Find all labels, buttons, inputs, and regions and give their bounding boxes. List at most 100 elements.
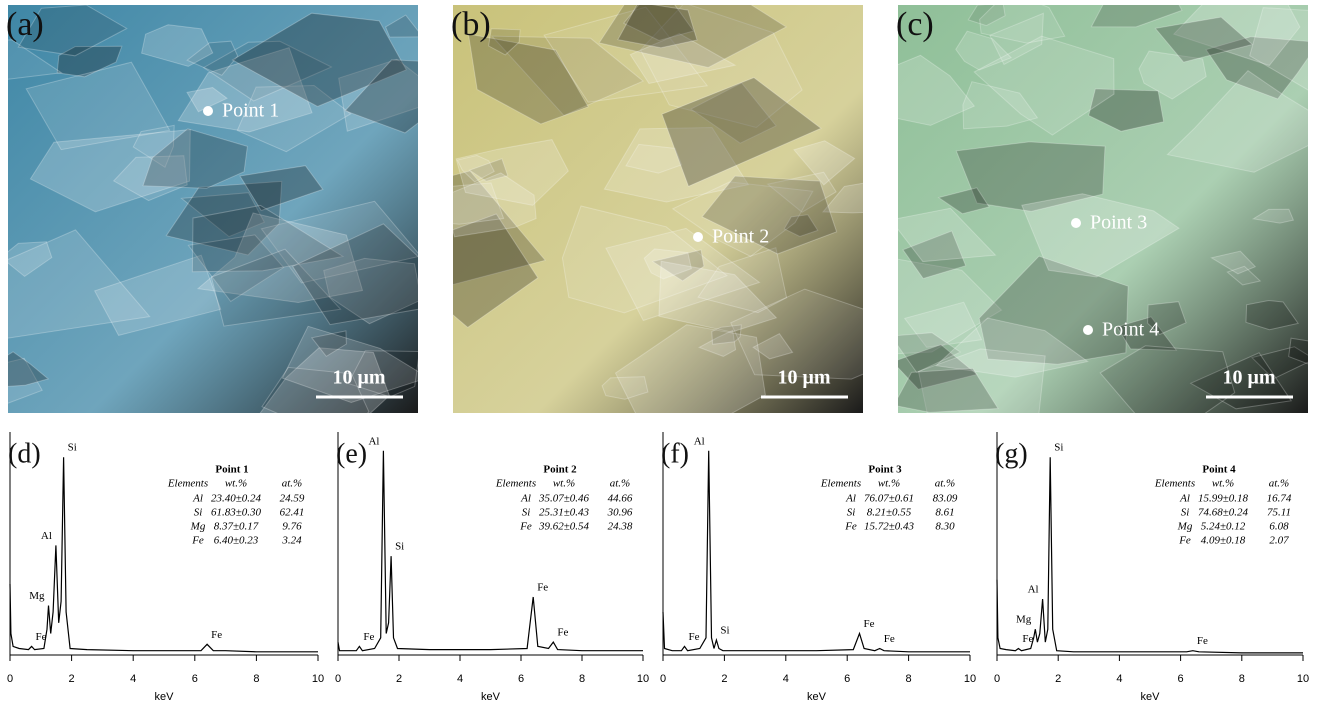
x-tick-label: 10 — [1297, 673, 1309, 685]
spectrum-line — [338, 451, 643, 651]
point-marker — [203, 106, 213, 116]
peak-label: Fe — [863, 618, 874, 630]
table-cell: 8.37±0.17 — [214, 521, 259, 533]
panel-label: (f) — [661, 438, 689, 469]
table-cell: Fe — [844, 521, 857, 533]
table-cell: Fe — [191, 535, 204, 547]
peak-label: Fe — [363, 631, 374, 643]
scale-bar-label: 10 μm — [1223, 367, 1276, 389]
table-cell: 3.24 — [281, 535, 302, 547]
x-tick-label: 10 — [637, 673, 649, 685]
table-header: Elements — [820, 478, 861, 490]
panel-label: (d) — [8, 438, 41, 469]
x-tick-label: 4 — [1116, 673, 1122, 685]
table-title: Point 1 — [215, 464, 248, 476]
peak-label: Mg — [29, 590, 45, 602]
table-cell: Mg — [190, 521, 206, 533]
x-tick-label: 2 — [721, 673, 727, 685]
peak-label: Fe — [884, 633, 895, 645]
x-tick-label: 0 — [994, 673, 1000, 685]
x-tick-label: 8 — [1239, 673, 1245, 685]
peak-label: Si — [720, 624, 729, 636]
x-tick-label: 0 — [660, 673, 666, 685]
peak-label: Fe — [688, 631, 699, 643]
table-header: at.% — [282, 478, 302, 490]
x-tick-label: 10 — [312, 673, 324, 685]
table-cell: Al — [1179, 493, 1190, 505]
table-title: Point 4 — [1202, 464, 1236, 476]
peak-label: Al — [41, 530, 52, 542]
spectrum-line — [663, 451, 970, 652]
table-cell: 8.61 — [935, 507, 954, 519]
table-cell: Al — [845, 493, 856, 505]
x-tick-label: 4 — [130, 673, 136, 685]
peak-label: Fe — [211, 629, 222, 641]
peak-label: Al — [1028, 584, 1039, 596]
table-header: wt.% — [878, 478, 900, 490]
x-axis-label: keV — [807, 691, 827, 703]
x-tick-label: 6 — [1178, 673, 1184, 685]
table-cell: 9.76 — [282, 521, 302, 533]
table-cell: 23.40±0.24 — [211, 493, 262, 505]
table-header: Elements — [167, 478, 208, 490]
table-header: wt.% — [553, 478, 575, 490]
peak-label: Si — [395, 541, 404, 553]
table-cell: Si — [194, 507, 203, 519]
table-cell: 15.99±0.18 — [1198, 493, 1249, 505]
table-cell: 35.07±0.46 — [538, 493, 590, 505]
x-tick-label: 4 — [457, 673, 463, 685]
table-cell: 6.40±0.23 — [214, 535, 259, 547]
x-tick-label: 2 — [1055, 673, 1061, 685]
panel-label: (c) — [896, 6, 934, 43]
table-header: wt.% — [1212, 478, 1234, 490]
scale-bar-label: 10 μm — [778, 367, 831, 389]
point-label: Point 1 — [222, 100, 279, 122]
peak-label: Al — [368, 435, 379, 447]
table-cell: 44.66 — [608, 493, 633, 505]
table-cell: 24.38 — [608, 521, 633, 533]
table-cell: 8.21±0.55 — [867, 507, 912, 519]
spectrum-line — [997, 457, 1303, 653]
table-header: Elements — [1154, 478, 1195, 490]
x-tick-label: 2 — [69, 673, 75, 685]
x-tick-label: 6 — [844, 673, 850, 685]
x-axis-label: keV — [1141, 691, 1161, 703]
table-cell: 8.30 — [935, 521, 955, 533]
table-cell: 15.72±0.43 — [864, 521, 915, 533]
table-cell: 16.74 — [1267, 493, 1292, 505]
table-title: Point 2 — [543, 464, 577, 476]
panel-label: (b) — [451, 6, 491, 43]
table-header: wt.% — [225, 478, 247, 490]
peak-label: Al — [694, 435, 705, 447]
x-tick-label: 0 — [7, 673, 13, 685]
table-cell: Fe — [1178, 535, 1191, 547]
table-header: at.% — [1269, 478, 1289, 490]
table-cell: 5.24±0.12 — [1201, 521, 1246, 533]
spectrum-line — [10, 457, 318, 652]
peak-label: Fe — [1197, 635, 1208, 647]
peak-label: Si — [68, 442, 77, 454]
figure: (a)Point 110 μm(b)Point 210 μm(c)Point 3… — [0, 0, 1319, 708]
table-cell: 25.31±0.43 — [539, 507, 590, 519]
table-cell: 24.59 — [280, 493, 305, 505]
x-tick-label: 8 — [579, 673, 585, 685]
table-header: at.% — [610, 478, 630, 490]
table-cell: Si — [522, 507, 531, 519]
x-tick-label: 10 — [964, 673, 976, 685]
peak-label: Fe — [537, 581, 548, 593]
table-cell: Si — [1181, 507, 1190, 519]
x-axis-label: keV — [481, 691, 501, 703]
table-cell: 74.68±0.24 — [1198, 507, 1249, 519]
table-cell: Fe — [519, 521, 532, 533]
x-tick-label: 6 — [518, 673, 524, 685]
sem-image — [374, 0, 903, 420]
x-tick-label: 6 — [192, 673, 198, 685]
x-tick-label: 8 — [253, 673, 259, 685]
table-cell: Si — [847, 507, 856, 519]
sem-image — [0, 5, 465, 443]
peak-label: Mg — [1016, 614, 1032, 626]
table-cell: 2.07 — [1269, 535, 1289, 547]
table-header: at.% — [935, 478, 955, 490]
table-cell: 6.08 — [1269, 521, 1289, 533]
panel-label: (g) — [995, 438, 1028, 469]
